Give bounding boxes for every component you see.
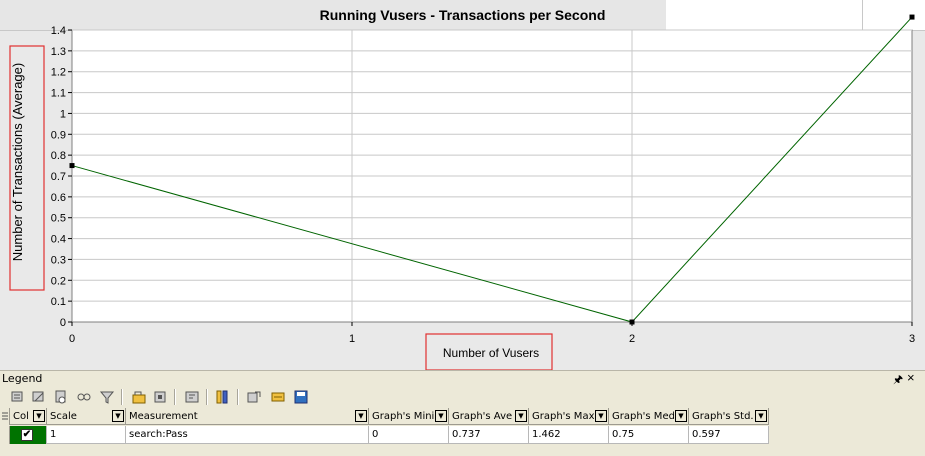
y-tick-label: 0.2 — [51, 275, 66, 287]
y-tick-label: 0.5 — [51, 213, 66, 225]
y-tick-label: 0.9 — [51, 129, 66, 141]
close-icon[interactable]: × — [907, 370, 915, 385]
legend-settings-icon[interactable] — [270, 389, 286, 405]
configure-icon[interactable] — [131, 389, 147, 405]
y-axis-label: Number of Transactions (Average) — [10, 63, 25, 261]
graph-panel: Running Vusers - Transactions per Second… — [0, 0, 925, 370]
column-header-scale[interactable]: Scale ▼ — [47, 408, 126, 425]
chevron-down-icon[interactable]: ▼ — [755, 410, 767, 422]
y-axis-ticks: 0 0.1 0.2 0.3 0.4 0.5 0.6 0.7 0.8 0.9 1 1.1 1.2 1.3 1.… — [51, 25, 72, 329]
chart-title: Running Vusers - Transactions per Second — [319, 7, 606, 23]
measurement-cell[interactable]: search:Pass — [126, 426, 369, 444]
color-icon[interactable] — [152, 389, 168, 405]
y-tick-label: 0.3 — [51, 254, 66, 266]
legend-title: Legend — [2, 372, 43, 385]
title-strip-divider — [862, 0, 863, 30]
chart[interactable]: 0 0.1 0.2 0.3 0.4 0.5 0.6 0.7 0.8 0.9 1 1.1 1.2 1.3 1.… — [0, 0, 925, 370]
columns-icon[interactable] — [215, 389, 231, 405]
y-tick-label: 1.3 — [51, 46, 66, 58]
save-icon[interactable] — [293, 389, 309, 405]
toolbar-separator — [206, 389, 208, 405]
y-tick-label: 1 — [60, 108, 66, 120]
scale-cell[interactable]: 1 — [47, 426, 126, 444]
y-tick-label: 0.1 — [51, 296, 66, 308]
x-tick-label: 1 — [349, 333, 355, 345]
grid-lines — [72, 29, 912, 322]
export-icon[interactable] — [246, 389, 262, 405]
x-tick-label: 3 — [909, 333, 915, 345]
visibility-checkbox[interactable]: ✔ — [21, 429, 33, 441]
average-cell[interactable]: 0.737 — [449, 426, 529, 444]
column-header-measurement[interactable]: Measurement ▼ — [126, 408, 369, 425]
minimum-cell[interactable]: 0 — [369, 426, 449, 444]
maximum-cell[interactable]: 1.462 — [529, 426, 609, 444]
legend-header: Legend 🖈 × — [0, 370, 925, 387]
column-header-average[interactable]: Graph's Ave ▼ — [449, 408, 529, 425]
chevron-down-icon[interactable]: ▼ — [515, 410, 527, 422]
y-label-highlight — [9, 45, 45, 291]
x-tick-label: 0 — [69, 333, 75, 345]
chevron-down-icon[interactable]: ▼ — [33, 410, 45, 422]
column-header-minimum[interactable]: Graph's Mini ▼ — [369, 408, 449, 425]
pin-icon[interactable]: 🖈 — [893, 374, 904, 386]
y-tick-label: 0 — [60, 317, 66, 329]
x-label-highlight — [425, 333, 553, 370]
std-deviation-cell[interactable]: 0.597 — [689, 426, 769, 444]
y-tick-label: 0.6 — [51, 192, 66, 204]
y-tick-label: 0.8 — [51, 150, 66, 162]
y-tick-label: 1.1 — [51, 88, 66, 100]
median-cell[interactable]: 0.75 — [609, 426, 689, 444]
toolbar-separator — [237, 389, 239, 405]
chevron-down-icon[interactable]: ▼ — [355, 410, 367, 422]
show-selected-icon[interactable] — [10, 389, 26, 405]
chevron-down-icon[interactable]: ▼ — [112, 410, 124, 422]
chevron-down-icon[interactable]: ▼ — [435, 410, 447, 422]
y-tick-label: 0.4 — [51, 234, 66, 246]
title-strip-blank-area — [666, 0, 925, 31]
color-cell[interactable]: ✔ — [10, 426, 47, 444]
x-tick-label: 2 — [629, 333, 635, 345]
series-layer — [69, 14, 915, 325]
description-icon[interactable] — [184, 389, 200, 405]
legend-toolbar — [0, 386, 925, 408]
column-header-std-deviation[interactable]: Graph's Std. ▼ — [689, 408, 769, 425]
table-row-marker[interactable] — [0, 426, 10, 444]
filter-icon[interactable] — [99, 389, 115, 405]
hide-selected-icon[interactable] — [31, 389, 47, 405]
y-tick-label: 1.4 — [51, 25, 66, 37]
data-point[interactable] — [69, 163, 75, 169]
column-header-median[interactable]: Graph's Med ▼ — [609, 408, 689, 425]
hide-all-icon[interactable] — [76, 389, 92, 405]
data-point[interactable] — [629, 319, 635, 325]
grid-row-selector-header[interactable] — [0, 408, 10, 425]
chevron-down-icon[interactable]: ▼ — [675, 410, 687, 422]
y-tick-label: 1.2 — [51, 67, 66, 79]
column-header-maximum[interactable]: Graph's Max ▼ — [529, 408, 609, 425]
y-tick-label: 0.7 — [51, 171, 66, 183]
legend-grid: Col ▼ Scale ▼ Measurement ▼ Graph's Mini ▼ G… — [0, 408, 925, 456]
data-point[interactable] — [909, 14, 915, 20]
column-header-color[interactable]: Col ▼ — [10, 408, 47, 425]
show-all-icon[interactable] — [53, 389, 69, 405]
toolbar-separator — [121, 389, 123, 405]
toolbar-separator — [174, 389, 176, 405]
title-strip — [0, 0, 925, 31]
chevron-down-icon[interactable]: ▼ — [595, 410, 607, 422]
x-axis-label: Number of Vusers — [443, 346, 539, 360]
